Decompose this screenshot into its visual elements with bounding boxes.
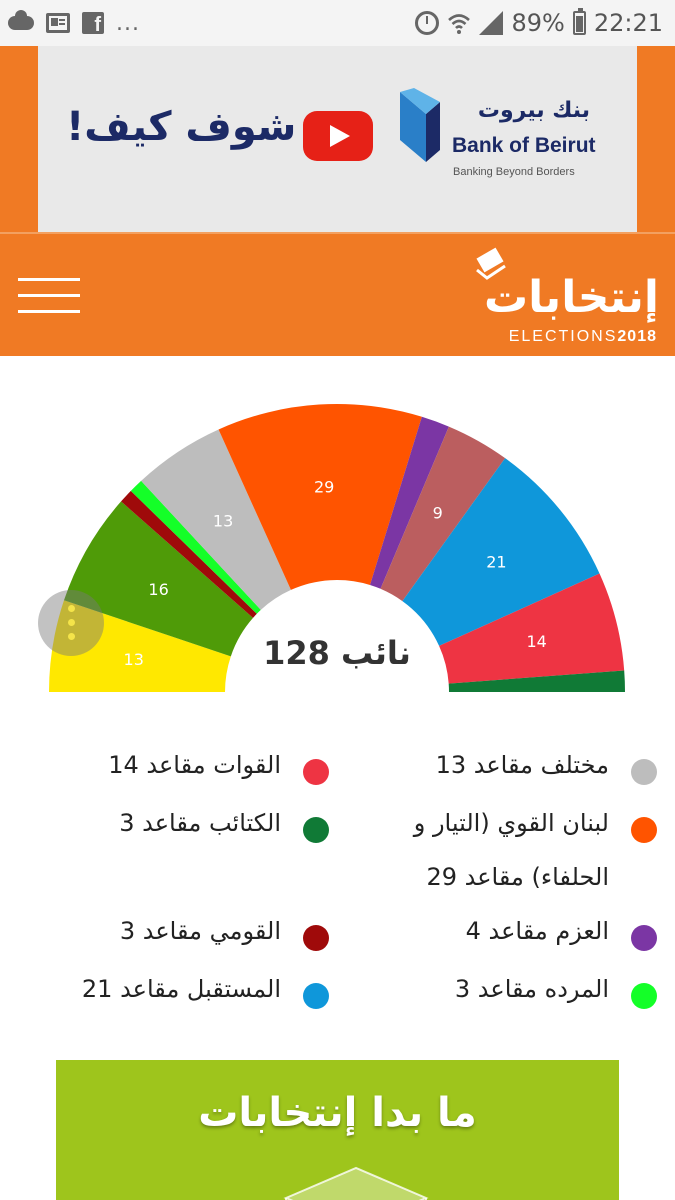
- battery-icon: [572, 8, 586, 35]
- site-header: إنتخابات ELECTIONS2018: [0, 232, 675, 356]
- chart-slice-6[interactable]: [370, 416, 449, 589]
- logo-english-text: ELECTIONS: [508, 328, 618, 345]
- facebook-icon: f: [82, 12, 104, 36]
- clock: 22:21: [593, 9, 663, 37]
- chart-slice-7[interactable]: [380, 426, 506, 602]
- elections-logo[interactable]: إنتخابات ELECTIONS2018: [459, 244, 659, 348]
- ballot-box-icon: [283, 1166, 429, 1200]
- cloud-icon: [8, 10, 34, 30]
- chart-slice-label-8: 21: [486, 553, 506, 572]
- legend-item[interactable]: الكتائب مقاعد 3: [29, 796, 329, 850]
- ad-frame: شوف كيف! بنك بيروت Bank of Beirut Bankin…: [0, 46, 675, 232]
- bottom-banner[interactable]: ما بدا إنتخابات: [56, 1060, 619, 1200]
- logo-arabic: إنتخابات: [483, 272, 659, 323]
- legend-item[interactable]: لبنان القوي (التيار و الحلفاء) مقاعد 29: [357, 796, 657, 904]
- legend-item[interactable]: القومي مقاعد 3: [29, 904, 329, 958]
- chart-slice-label-5: 29: [314, 477, 334, 496]
- legend-swatch: [303, 817, 329, 843]
- legend-swatch: [303, 983, 329, 1009]
- legend-item[interactable]: المستقبل مقاعد 21: [29, 962, 329, 1016]
- chart-slice-5[interactable]: [218, 404, 422, 590]
- legend-label: الكتائب مقاعد 3: [119, 809, 281, 837]
- logo-english: ELECTIONS2018: [509, 328, 657, 346]
- legend-label: المستقبل مقاعد 21: [81, 975, 281, 1003]
- wifi-icon: [447, 11, 471, 35]
- more-notifications: ...: [116, 10, 140, 36]
- alarm-icon: [415, 11, 440, 35]
- logo-year: 2018: [617, 328, 657, 345]
- bank-slogan: Banking Beyond Borders: [453, 166, 575, 178]
- legend-item[interactable]: المرده مقاعد 3: [357, 962, 657, 1016]
- chart-slice-label-7: 9: [433, 503, 443, 522]
- legend-swatch: [631, 817, 657, 843]
- chart-slice-label-0: 13: [124, 650, 144, 669]
- legend-label: المرده مقاعد 3: [454, 975, 609, 1003]
- ad-banner[interactable]: شوف كيف! بنك بيروت Bank of Beirut Bankin…: [38, 46, 637, 232]
- seats-chart: 13 16 13 29 9 21 14 نائب 128: [0, 360, 675, 700]
- chart-slice-label-9: 14: [526, 632, 546, 651]
- chart-slice-8[interactable]: [402, 458, 600, 646]
- legend-label: العزم مقاعد 4: [465, 917, 609, 945]
- bank-logo-icon: [400, 88, 440, 162]
- legend-swatch: [303, 925, 329, 951]
- legend-label: القومي مقاعد 3: [119, 917, 281, 945]
- youtube-icon: [303, 111, 373, 161]
- menu-icon[interactable]: [18, 278, 80, 314]
- legend-label: لبنان القوي (التيار و الحلفاء) مقاعد 29: [413, 809, 609, 891]
- legend-item[interactable]: القوات مقاعد 14: [29, 738, 329, 792]
- legend-label: مختلف مقاعد 13: [435, 751, 609, 779]
- legend-swatch: [303, 759, 329, 785]
- floating-menu-button[interactable]: [38, 590, 104, 656]
- legend-swatch: [631, 925, 657, 951]
- chart-slice-label-4: 13: [213, 511, 233, 530]
- legend-swatch: [631, 759, 657, 785]
- battery-percent: 89%: [511, 9, 565, 37]
- chart-slice-0[interactable]: [49, 600, 231, 692]
- chart-legend: مختلف مقاعد 13 القوات مقاعد 14 لبنان القوي…: [0, 730, 675, 1020]
- chart-center-label: نائب 128: [263, 634, 411, 672]
- chart-slice-label-1: 16: [148, 580, 168, 599]
- news-icon: [46, 13, 70, 33]
- legend-item[interactable]: العزم مقاعد 4: [357, 904, 657, 958]
- bank-name-english: Bank of Beirut: [452, 134, 596, 157]
- bank-name-arabic: بنك بيروت: [477, 98, 590, 123]
- chart-slice-3[interactable]: [130, 480, 261, 614]
- chart-slice-2[interactable]: [121, 490, 257, 618]
- chart-slice-10[interactable]: [448, 670, 625, 692]
- ballot-icon: [476, 247, 506, 280]
- seats-chart-svg: 13 16 13 29 9 21 14 نائب 128: [49, 404, 625, 692]
- legend-swatch: [631, 983, 657, 1009]
- ad-tagline: شوف كيف!: [66, 104, 297, 150]
- chart-slice-9[interactable]: [439, 573, 625, 684]
- chart-slice-4[interactable]: [141, 429, 291, 610]
- status-bar: f ... 89% 22:21: [0, 0, 675, 46]
- chart-slice-1[interactable]: [63, 501, 254, 657]
- legend-label: القوات مقاعد 14: [108, 751, 281, 779]
- signal-icon: [479, 11, 504, 35]
- legend-item[interactable]: مختلف مقاعد 13: [357, 738, 657, 792]
- bottom-banner-text: ما بدا إنتخابات: [198, 1090, 477, 1136]
